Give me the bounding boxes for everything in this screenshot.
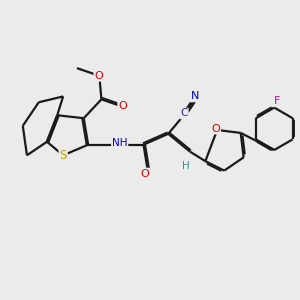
Text: H: H	[182, 160, 190, 171]
Text: O: O	[140, 169, 149, 178]
Text: N: N	[190, 92, 199, 101]
Text: F: F	[273, 96, 280, 106]
Text: NH: NH	[112, 138, 128, 148]
Text: O: O	[94, 71, 103, 81]
Text: C: C	[181, 109, 188, 118]
Text: O: O	[118, 101, 127, 111]
Text: S: S	[59, 149, 67, 162]
Text: O: O	[211, 124, 220, 134]
